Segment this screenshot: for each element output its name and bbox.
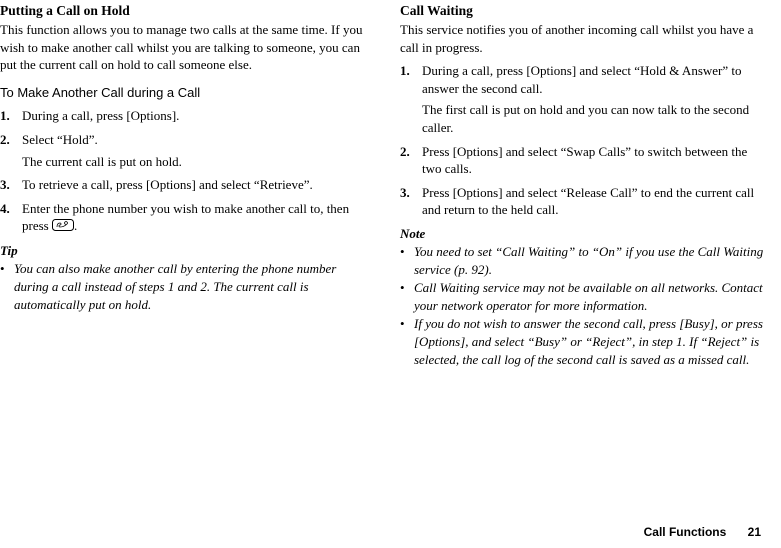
step-item: 2. Press [Options] and select “Swap Call… [400, 143, 770, 178]
step-number: 3. [400, 184, 422, 219]
step-sub: The first call is put on hold and you ca… [422, 101, 770, 136]
call-key-icon [52, 218, 74, 236]
note-bullet: • Call Waiting service may not be availa… [400, 279, 770, 314]
footer-label: Call Functions [644, 525, 727, 539]
step-text: Select “Hold”. The current call is put o… [22, 131, 370, 170]
note-label: Note [400, 225, 770, 243]
bullet-dot: • [400, 279, 414, 314]
step-item: 1. During a call, press [Options]. [0, 107, 370, 125]
step-item: 1. During a call, press [Options] and se… [400, 62, 770, 136]
step-sub: The current call is put on hold. [22, 153, 370, 171]
step-number: 4. [0, 200, 22, 236]
step-number: 1. [0, 107, 22, 125]
step-number: 2. [0, 131, 22, 170]
left-column: Putting a Call on Hold This function all… [0, 2, 370, 368]
bullet-dot: • [0, 260, 14, 313]
bullet-dot: • [400, 243, 414, 278]
step-text: Enter the phone number you wish to make … [22, 200, 370, 236]
step-number: 2. [400, 143, 422, 178]
note-text: If you do not wish to answer the second … [414, 315, 770, 368]
right-intro: This service notifies you of another inc… [400, 21, 770, 56]
step-main: During a call, press [Options] and selec… [422, 63, 742, 96]
step-text: During a call, press [Options] and selec… [422, 62, 770, 136]
step-text: Press [Options] and select “Release Call… [422, 184, 770, 219]
right-column: Call Waiting This service notifies you o… [400, 2, 770, 368]
step-item: 3. To retrieve a call, press [Options] a… [0, 176, 370, 194]
note-bullet: • You need to set “Call Waiting” to “On”… [400, 243, 770, 278]
note-text: You need to set “Call Waiting” to “On” i… [414, 243, 770, 278]
note-text: Call Waiting service may not be availabl… [414, 279, 770, 314]
tip-bullet: • You can also make another call by ente… [0, 260, 370, 313]
step-item: 3. Press [Options] and select “Release C… [400, 184, 770, 219]
step-item: 2. Select “Hold”. The current call is pu… [0, 131, 370, 170]
left-heading: Putting a Call on Hold [0, 2, 370, 20]
step-text: During a call, press [Options]. [22, 107, 370, 125]
note-bullet: • If you do not wish to answer the secon… [400, 315, 770, 368]
step-number: 3. [0, 176, 22, 194]
right-heading: Call Waiting [400, 2, 770, 20]
tip-text: You can also make another call by enteri… [14, 260, 370, 313]
left-subheading: To Make Another Call during a Call [0, 84, 370, 102]
step-number: 1. [400, 62, 422, 136]
step-text: Press [Options] and select “Swap Calls” … [422, 143, 770, 178]
step-main: Select “Hold”. [22, 132, 98, 147]
bullet-dot: • [400, 315, 414, 368]
page-footer: Call Functions 21 [644, 524, 761, 540]
tip-label: Tip [0, 242, 370, 260]
step-text: To retrieve a call, press [Options] and … [22, 176, 370, 194]
step4-after: . [74, 218, 77, 233]
page-number: 21 [748, 525, 761, 539]
left-intro: This function allows you to manage two c… [0, 21, 370, 74]
step-item: 4. Enter the phone number you wish to ma… [0, 200, 370, 236]
